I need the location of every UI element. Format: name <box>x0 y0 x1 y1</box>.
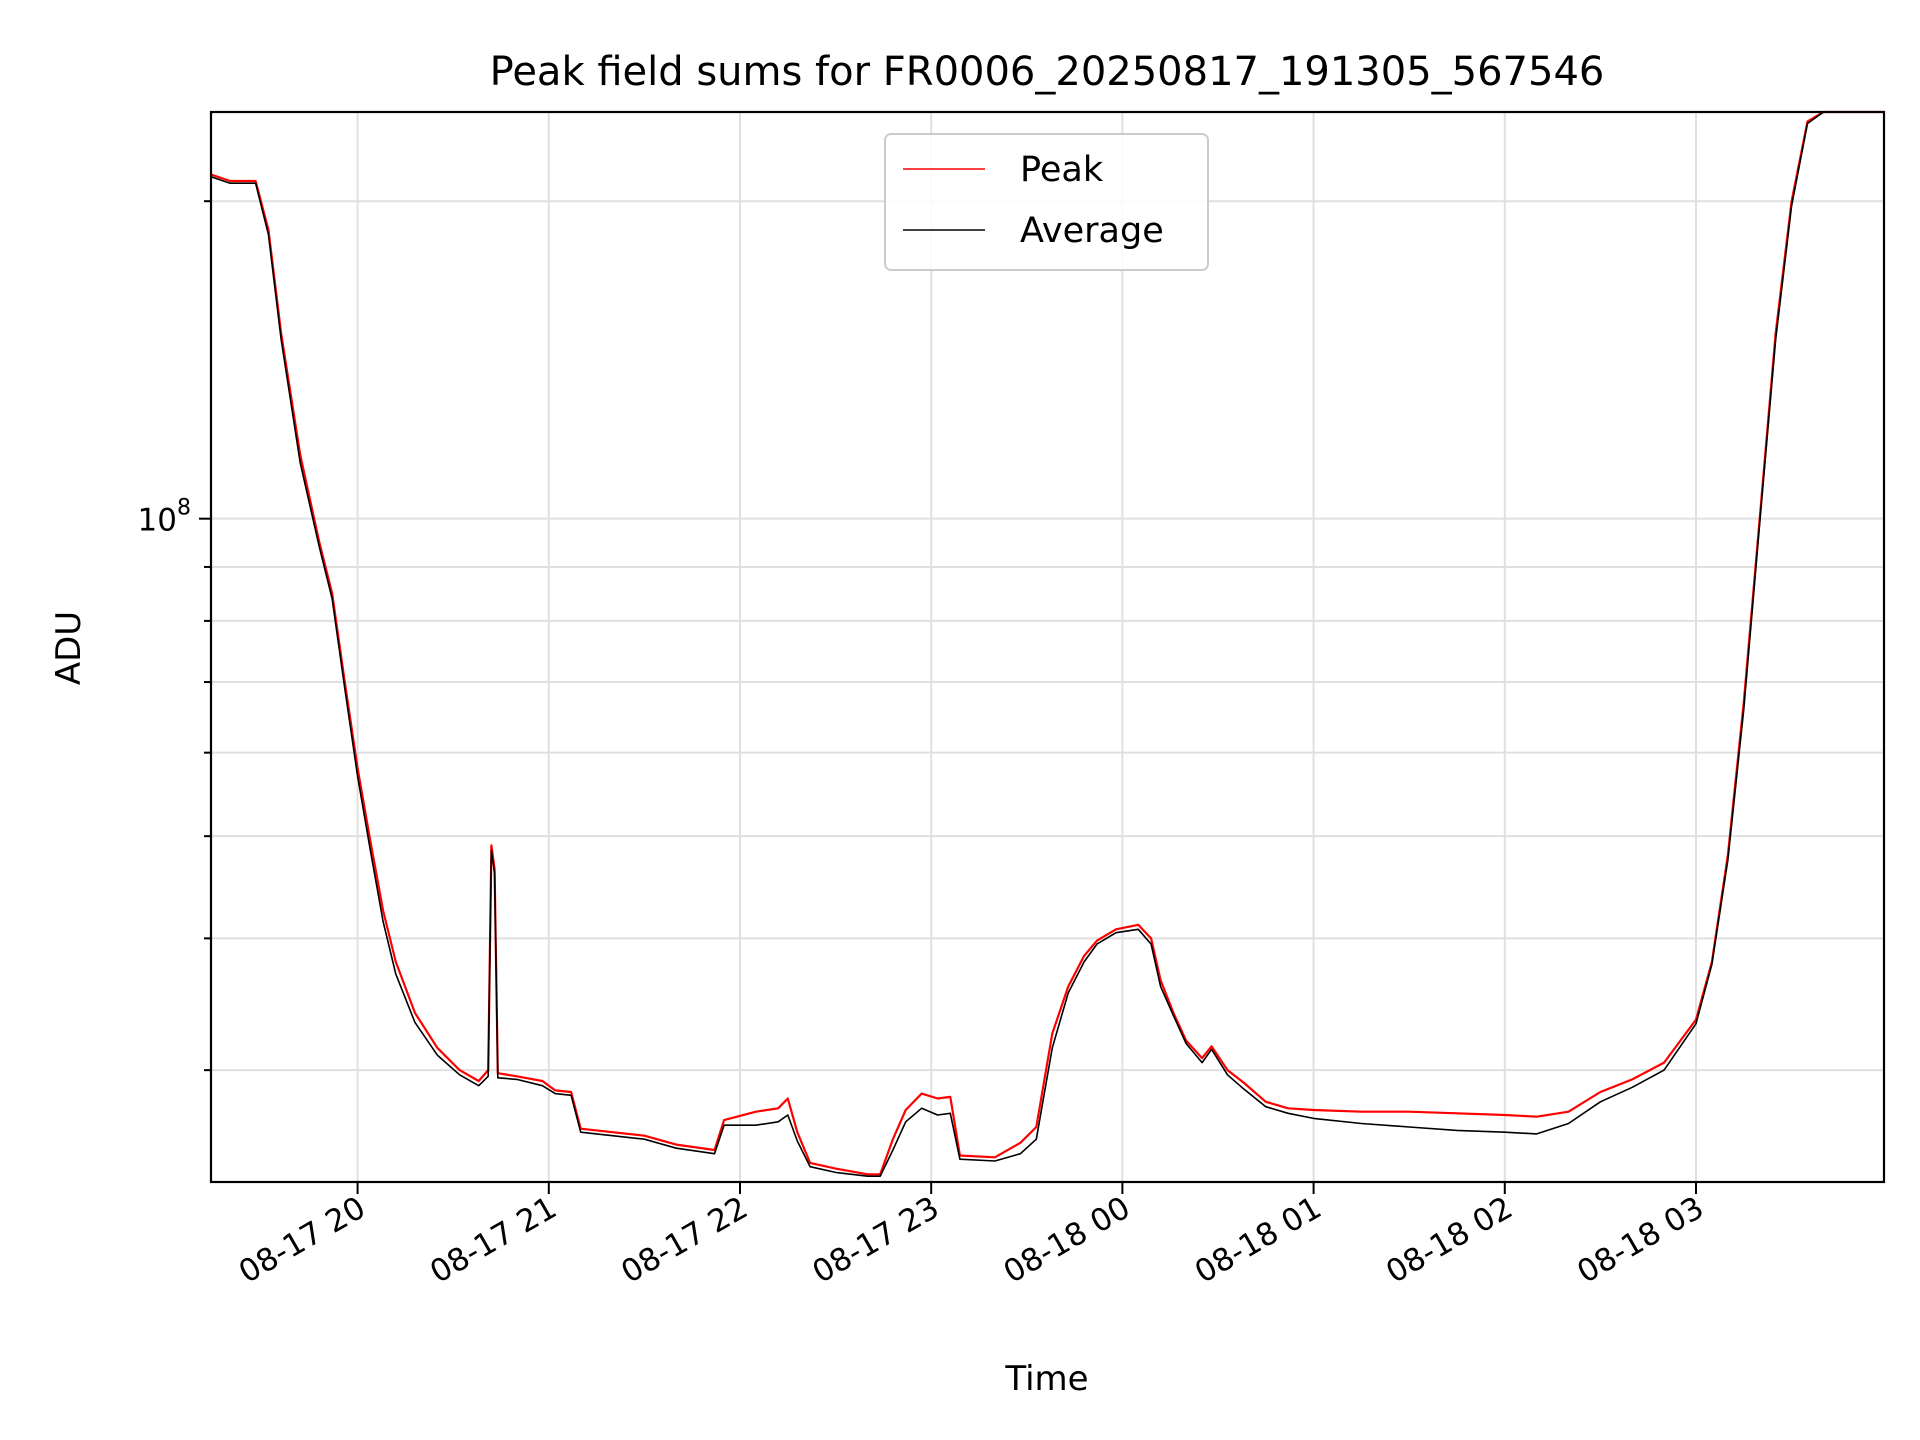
y-tick-label: 108 <box>138 496 191 539</box>
plot-frame <box>209 110 1886 1184</box>
x-tick-label: 08-17 21 <box>424 1190 563 1291</box>
y-axis: 108 <box>138 200 211 1072</box>
x-tick-label: 08-18 03 <box>1571 1190 1710 1291</box>
x-tick-label: 08-18 00 <box>998 1190 1137 1291</box>
series-line-peak <box>210 110 1884 1176</box>
chart-title: Peak field sums for FR0006_20250817_1913… <box>490 49 1605 95</box>
x-tick-label: 08-18 02 <box>1380 1190 1519 1291</box>
x-tick-label: 08-17 20 <box>233 1190 372 1291</box>
legend: Peak Average <box>884 133 1209 271</box>
series-lines <box>210 110 1884 1177</box>
legend-box <box>884 133 1209 271</box>
legend-label-average: Average <box>1020 211 1164 251</box>
y-axis-label: ADU <box>49 611 89 685</box>
x-axis-label: Time <box>1004 1359 1088 1399</box>
x-tick-label: 08-18 01 <box>1189 1190 1328 1291</box>
x-axis: 08-17 20 08-17 21 08-17 22 08-17 23 08-18 00… <box>233 1182 1710 1291</box>
series-line-average <box>210 111 1884 1177</box>
legend-label-peak: Peak <box>1020 150 1104 190</box>
x-tick-label: 08-17 23 <box>806 1190 945 1291</box>
x-tick-label: 08-17 22 <box>615 1190 754 1291</box>
grid <box>211 112 1884 1182</box>
